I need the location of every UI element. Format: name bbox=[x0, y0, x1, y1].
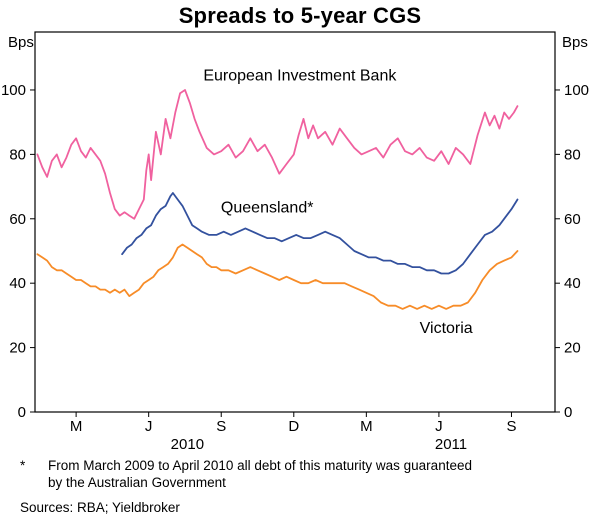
series-label-european-investment-bank: European Investment Bank bbox=[203, 67, 397, 84]
x-tick-label: S bbox=[506, 418, 516, 435]
y-tick-label-left: 0 bbox=[18, 404, 26, 421]
y-tick-label-left: 20 bbox=[9, 340, 26, 357]
x-year-label: 2010 bbox=[171, 436, 204, 453]
footnote-line-1: From March 2009 to April 2010 all debt o… bbox=[48, 458, 472, 473]
x-tick-label: J bbox=[145, 418, 153, 435]
y-axis-unit-right: Bps bbox=[562, 34, 588, 51]
y-tick-label-right: 100 bbox=[564, 82, 589, 99]
y-tick-label-right: 0 bbox=[564, 404, 572, 421]
series-line-european-investment-bank bbox=[36, 89, 519, 220]
series-label-queensland: Queensland* bbox=[221, 199, 314, 216]
x-tick-label: J bbox=[435, 418, 443, 435]
y-tick-label-right: 80 bbox=[564, 146, 581, 163]
x-year-label: 2011 bbox=[435, 436, 467, 453]
x-tick-label: D bbox=[288, 418, 299, 435]
footnote-line-2: by the Australian Government bbox=[48, 475, 226, 490]
y-tick-label-left: 40 bbox=[9, 275, 26, 292]
y-tick-label-left: 100 bbox=[1, 82, 26, 99]
y-tick-label-left: 80 bbox=[9, 146, 26, 163]
series-label-victoria: Victoria bbox=[420, 320, 473, 337]
x-tick-label: M bbox=[360, 418, 373, 435]
footnote: * From March 2009 to April 2010 all debt… bbox=[20, 457, 580, 491]
sources-line: Sources: RBA; Yieldbroker bbox=[20, 500, 180, 515]
series-line-victoria bbox=[36, 243, 519, 310]
x-tick-label: M bbox=[70, 418, 83, 435]
chart-title: Spreads to 5-year CGS bbox=[178, 3, 422, 28]
x-tick-label: S bbox=[216, 418, 226, 435]
y-tick-label-right: 40 bbox=[564, 275, 581, 292]
y-tick-label-right: 20 bbox=[564, 340, 581, 357]
footnote-text: From March 2009 to April 2010 all debt o… bbox=[48, 457, 580, 491]
plot-border bbox=[34, 31, 556, 413]
chart-page: Spreads to 5-year CGS Bps Bps 0 0 20 20 40 40… bbox=[0, 3, 600, 515]
y-tick-label-left: 60 bbox=[9, 211, 26, 228]
footnote-marker: * bbox=[20, 458, 26, 473]
y-tick-label-right: 60 bbox=[564, 211, 581, 228]
y-axis-unit-left: Bps bbox=[8, 34, 34, 51]
series-line-queensland bbox=[121, 192, 519, 275]
